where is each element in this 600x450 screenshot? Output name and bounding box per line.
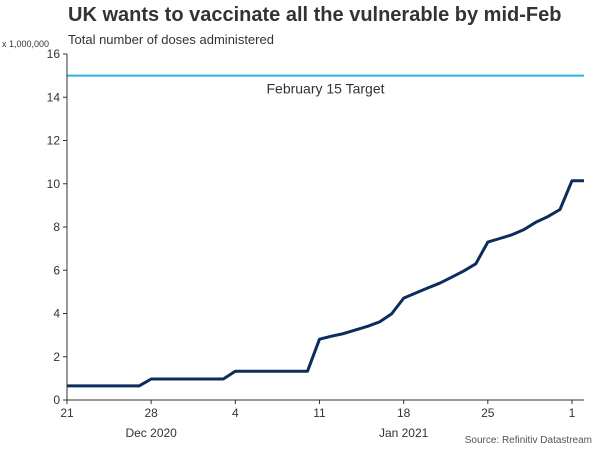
y-tick-label: 16 (47, 47, 61, 61)
y-axis-ticks: 0 2 4 6 8 10 12 14 16 (47, 47, 67, 407)
y-tick-label: 10 (47, 177, 61, 191)
y-tick-label: 6 (53, 263, 60, 277)
x-period-label: Jan 2021 (379, 426, 429, 440)
x-tick-label: 18 (397, 406, 411, 420)
x-tick-label: 11 (313, 406, 326, 420)
x-tick-label: 25 (481, 406, 495, 420)
chart-subtitle: Total number of doses administered (68, 32, 274, 47)
x-tick-label: 1 (569, 406, 576, 420)
source-label: Source: Refinitiv Datastream (464, 435, 592, 446)
y-axis-unit-label: x 1,000,000 (2, 39, 50, 49)
chart-title: UK wants to vaccinate all the vulnerable… (68, 4, 562, 26)
y-tick-label: 8 (53, 220, 60, 234)
y-tick-label: 0 (53, 393, 60, 407)
reference-lines: February 15 Target (67, 74, 584, 97)
x-axis-period-labels: Dec 2020 Jan 2021 (125, 426, 428, 440)
y-tick-label: 2 (53, 350, 60, 364)
x-period-label: Dec 2020 (125, 426, 177, 440)
y-tick-label: 12 (47, 134, 61, 148)
x-axis-ticks: 21 28 4 11 18 25 1 (60, 400, 576, 420)
y-tick-label: 4 (53, 307, 60, 321)
series-lines (67, 179, 584, 388)
x-tick-label: 21 (60, 406, 74, 420)
x-tick-label: 28 (144, 406, 158, 420)
doses-series-line (67, 179, 584, 388)
target-line-label: February 15 Target (266, 81, 384, 97)
y-tick-label: 14 (47, 90, 61, 104)
x-tick-label: 4 (232, 406, 239, 420)
